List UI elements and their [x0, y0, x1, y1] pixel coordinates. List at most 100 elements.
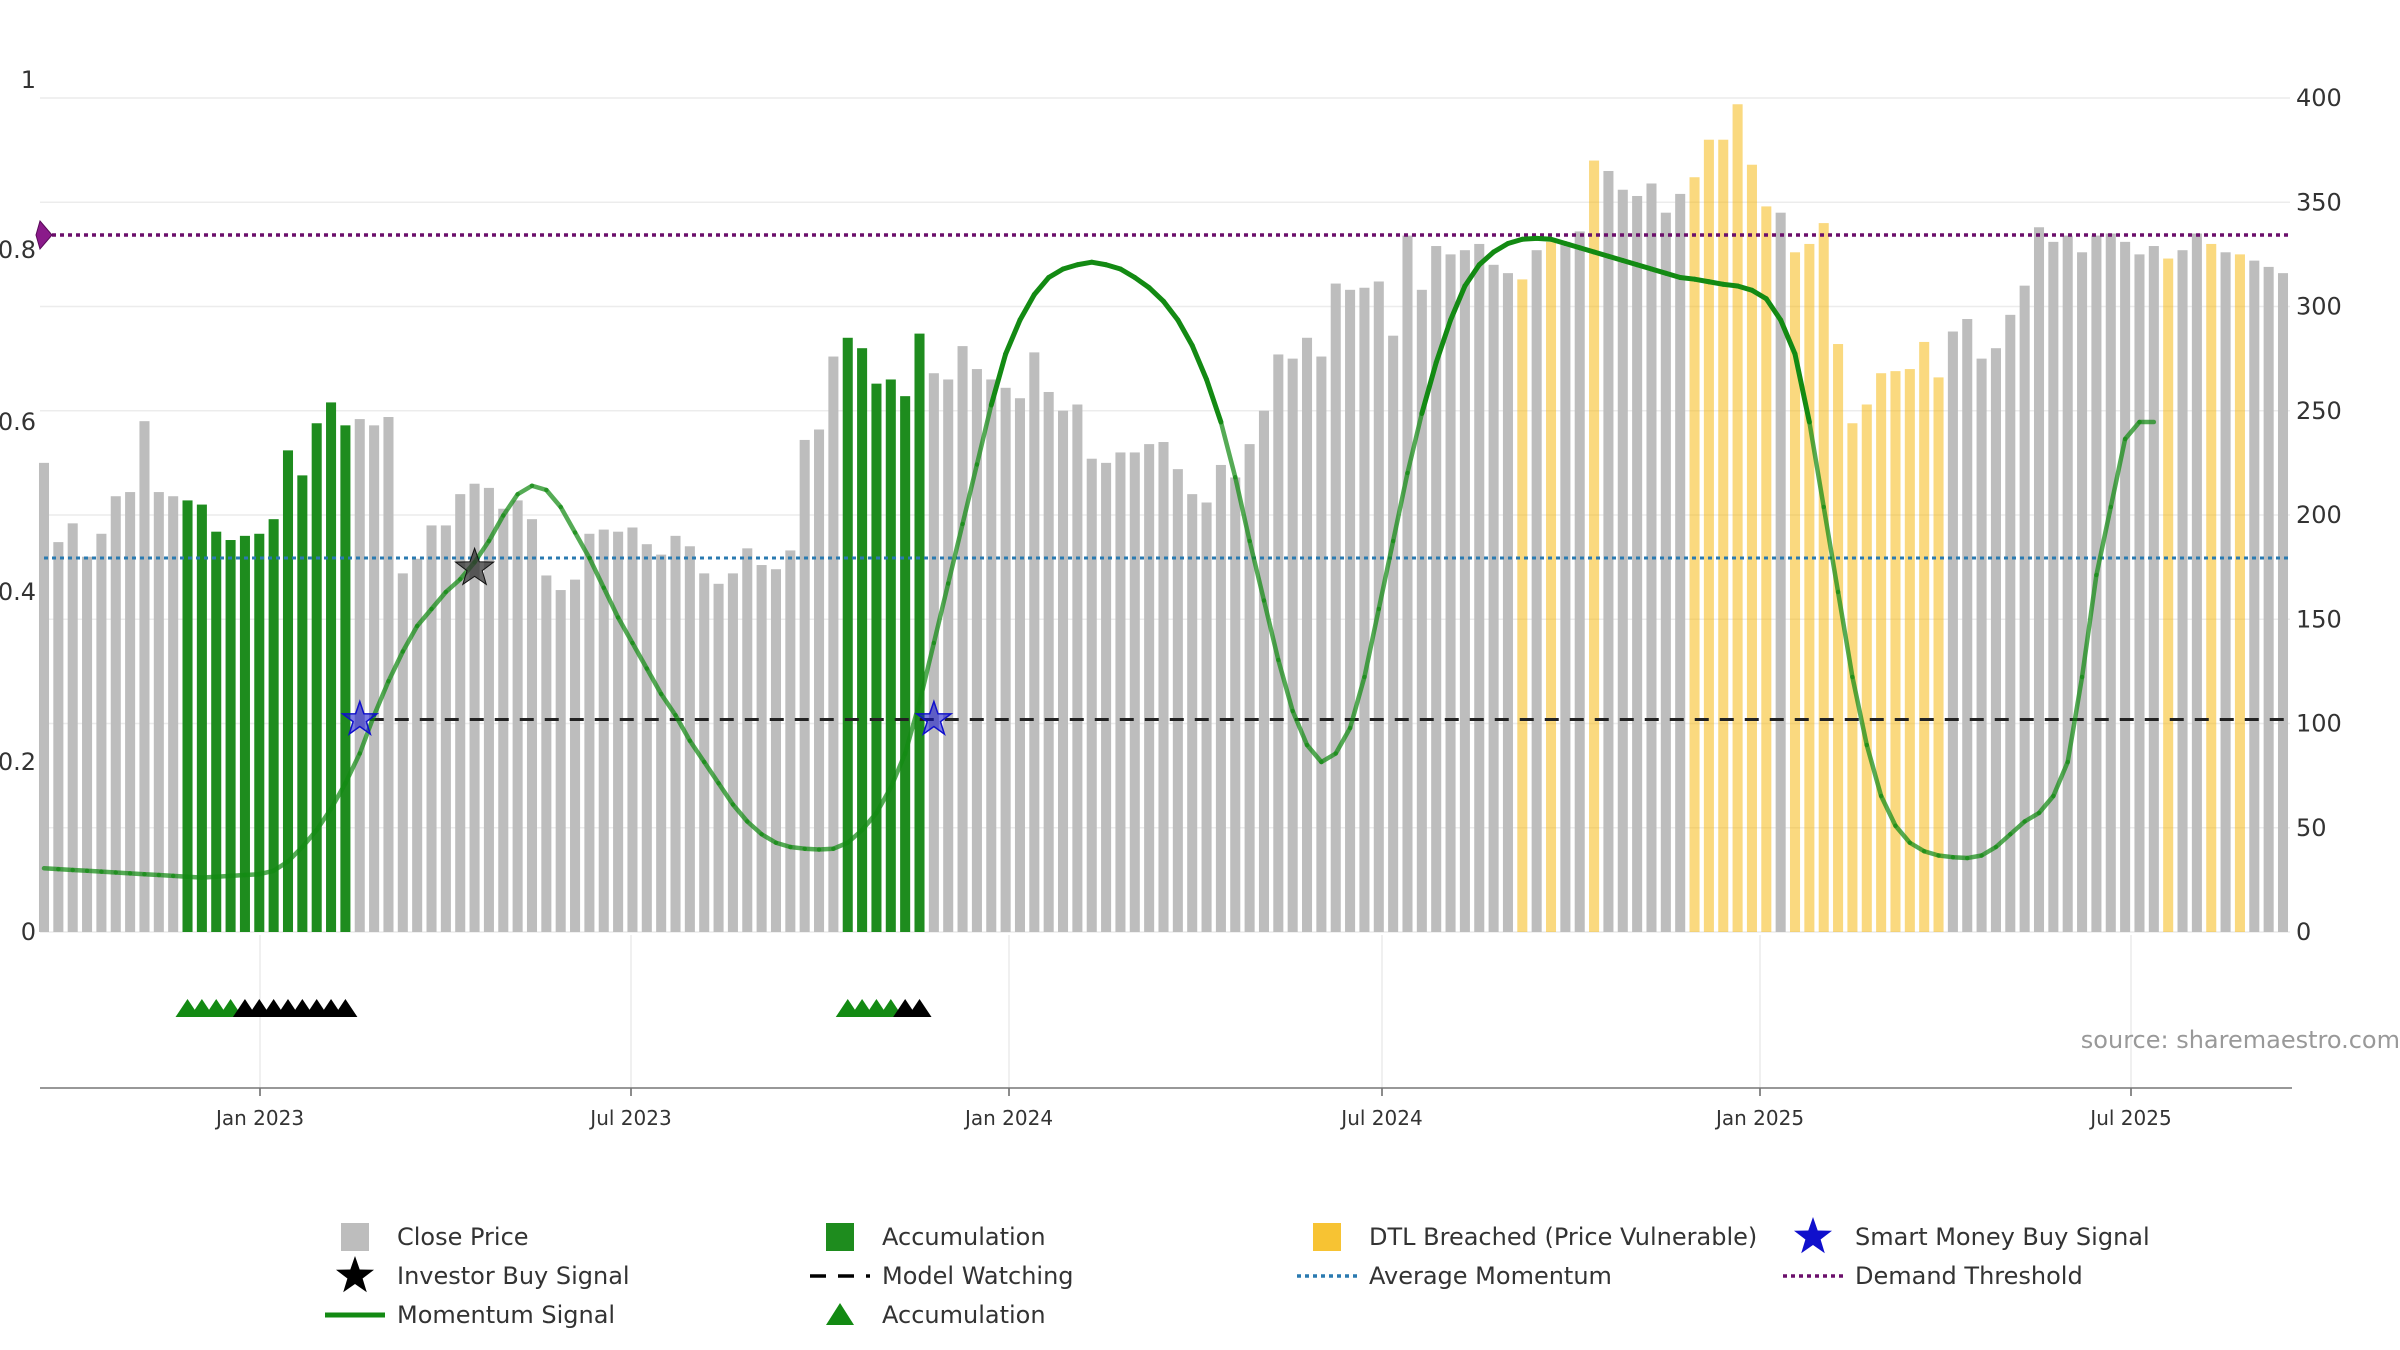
close-price-bar — [397, 573, 408, 932]
close-price-bar — [1431, 246, 1442, 932]
close-price-bar — [742, 548, 753, 932]
close-price-bar — [1287, 358, 1298, 932]
close-price-bar — [1215, 464, 1226, 932]
accumulation-markers — [175, 999, 932, 1017]
momentum-segment — [988, 351, 1009, 408]
momentum-segment — [56, 866, 75, 873]
accumulation-bar — [326, 402, 337, 932]
momentum-segment — [931, 581, 951, 646]
close-price-bar — [1043, 391, 1054, 932]
right-axis-tick: 200 — [2296, 501, 2342, 529]
close-price-bar — [96, 533, 107, 932]
legend-label-close: Close Price — [397, 1223, 529, 1251]
close-price-bar — [139, 421, 150, 932]
dtl-breached-bar — [1761, 206, 1772, 933]
momentum-segment — [960, 462, 980, 527]
momentum-segment — [658, 691, 678, 718]
close-price-bar — [53, 542, 64, 932]
dtl-breached-bar — [1545, 241, 1557, 933]
x-tick-label: Jul 2025 — [2088, 1106, 2171, 1130]
legend-swatch-investor — [336, 1256, 374, 1293]
close-price-bar — [1244, 444, 1255, 932]
momentum-segment — [1921, 849, 1941, 858]
momentum-segment — [788, 844, 807, 851]
momentum-segment — [874, 785, 894, 816]
close-price-bar — [943, 379, 954, 933]
investor-buy-signal — [454, 546, 496, 586]
accumulation-bar — [268, 519, 279, 932]
momentum-segment — [1233, 475, 1252, 544]
close-price-bar — [1675, 193, 1686, 932]
momentum-segment — [357, 713, 377, 756]
legend-label-watch: Model Watching — [882, 1262, 1074, 1290]
momentum-segment — [759, 832, 779, 845]
buy-signals — [340, 546, 954, 737]
momentum-segment — [1117, 266, 1138, 280]
momentum-segment — [630, 640, 650, 671]
dtl-breached-bar — [1789, 252, 1801, 933]
momentum-segment — [2108, 436, 2128, 510]
momentum-segment — [113, 870, 133, 876]
close-price-bar — [2191, 233, 2202, 932]
right-axis-tick: 50 — [2296, 814, 2327, 842]
close-price-bar — [1775, 212, 1786, 933]
close-price-bar — [1258, 410, 1269, 932]
close-price-bar — [153, 492, 164, 932]
close-price-bar — [455, 494, 466, 932]
watching-marker — [907, 999, 932, 1017]
dtl-breached-bar — [1732, 104, 1743, 932]
accumulation-bar — [196, 504, 207, 932]
momentum-segment — [917, 640, 937, 705]
legend-label-dtl: DTL Breached (Price Vulnerable) — [1369, 1223, 1757, 1251]
legend: Close Price Accumulation DTL Breached (Pri… — [325, 1217, 2150, 1329]
momentum-segment — [1763, 296, 1784, 323]
close-price-bar — [125, 492, 136, 932]
close-price-bar — [928, 373, 939, 933]
close-price-bar — [1632, 195, 1643, 932]
close-price-bar — [2005, 314, 2016, 933]
left-axis-tick: 1 — [21, 66, 36, 94]
accumulation-bar — [297, 475, 308, 932]
dtl-breached-bar — [1703, 139, 1714, 932]
axes: Jan 2023 Jul 2023 Jan 2024 Jul 2024 Jan 2025… — [0, 66, 2342, 1130]
close-price-bar — [2134, 254, 2145, 932]
momentum-segment — [1003, 317, 1023, 357]
close-price-bar — [1000, 387, 1011, 932]
momentum-segment — [1304, 742, 1324, 765]
close-price-bar — [2277, 273, 2289, 932]
momentum-segment — [816, 846, 836, 852]
momentum-segment — [1405, 411, 1425, 476]
close-price-bar — [656, 554, 667, 932]
legend-swatch-accumulation — [826, 1223, 854, 1251]
momentum-segment — [2065, 674, 2085, 765]
momentum-segment — [515, 483, 535, 497]
right-axis-tick: 0 — [2296, 918, 2311, 946]
close-price-bar — [1603, 170, 1614, 933]
momentum-segment — [716, 781, 736, 807]
momentum-segment — [1993, 832, 2013, 850]
close-price-bar — [1402, 235, 1413, 933]
legend-label-demand: Demand Threshold — [1855, 1262, 2083, 1290]
close-price-bar — [2120, 241, 2131, 933]
close-price-bar — [354, 419, 365, 933]
momentum-segment — [1462, 262, 1482, 289]
momentum-segment — [1979, 844, 1999, 858]
right-axis-tick: 250 — [2296, 397, 2342, 425]
close-price-bar — [67, 523, 78, 932]
legend-swatch-smart-money — [1794, 1217, 1832, 1254]
right-axis-tick: 400 — [2296, 84, 2342, 112]
momentum-segment — [386, 649, 406, 684]
legend-label-accum_tri: Accumulation — [882, 1301, 1046, 1329]
accumulation-bar — [900, 396, 911, 932]
close-price-bar — [1316, 356, 1327, 932]
close-price-bar — [541, 575, 552, 932]
momentum-segment — [314, 806, 334, 833]
momentum-segment — [745, 819, 764, 837]
momentum-segment — [185, 874, 205, 880]
legend-swatch-accumulation-marker — [826, 1303, 854, 1325]
close-price-bar — [369, 425, 380, 932]
momentum-segment — [587, 555, 606, 590]
momentum-segment — [1476, 249, 1497, 268]
momentum-segment — [888, 751, 908, 790]
close-price-bar — [627, 527, 638, 932]
